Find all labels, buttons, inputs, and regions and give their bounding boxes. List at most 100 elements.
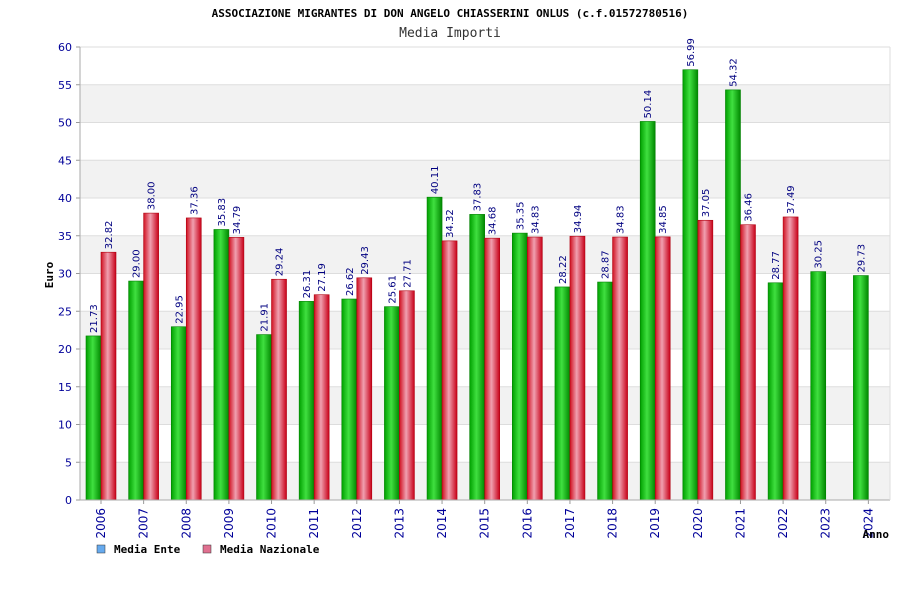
axes bbox=[79, 47, 891, 501]
bar-media-nazionale bbox=[782, 216, 799, 501]
y-tick-label: 45 bbox=[58, 154, 72, 167]
data-label: 37.36 bbox=[189, 186, 200, 215]
bar-media-nazionale bbox=[271, 278, 287, 501]
bar-media-nazionale bbox=[697, 219, 714, 501]
bar-media-nazionale bbox=[313, 294, 330, 501]
data-label: 28.77 bbox=[771, 251, 782, 280]
data-label: 35.35 bbox=[515, 201, 526, 230]
x-tick-label: 2011 bbox=[307, 508, 321, 539]
chart-title: ASSOCIAZIONE MIGRANTES DI DON ANGELO CHI… bbox=[212, 7, 689, 20]
bar-media-nazionale bbox=[569, 235, 586, 501]
y-axis-ticks: 0 5 10 15 20 25 30 35 40 45 50 55 60 bbox=[58, 41, 80, 507]
bar-media-ente bbox=[853, 275, 869, 501]
x-tick-label: 2019 bbox=[648, 508, 662, 539]
data-label: 29.24 bbox=[275, 248, 286, 277]
bar-media-ente bbox=[639, 121, 656, 501]
data-label: 34.68 bbox=[488, 207, 499, 236]
data-label: 35.83 bbox=[217, 198, 228, 227]
x-tick-label: 2021 bbox=[733, 508, 747, 539]
data-label: 21.91 bbox=[260, 303, 271, 332]
bar-media-nazionale bbox=[100, 251, 117, 501]
y-tick-label: 0 bbox=[65, 494, 72, 507]
bar-media-ente bbox=[767, 282, 784, 501]
bar-media-nazionale bbox=[143, 212, 159, 501]
x-tick-label: 2022 bbox=[776, 508, 790, 539]
plot-band bbox=[80, 122, 890, 161]
x-tick-label: 2012 bbox=[350, 508, 364, 539]
data-label: 27.19 bbox=[317, 263, 328, 292]
data-label: 36.46 bbox=[743, 193, 754, 222]
bar-media-ente bbox=[469, 214, 485, 501]
bar-media-nazionale bbox=[441, 240, 458, 501]
data-label: 34.85 bbox=[658, 205, 669, 234]
chart-subtitle: Media Importi bbox=[399, 26, 501, 41]
bar-media-ente bbox=[256, 334, 272, 501]
data-label: 50.14 bbox=[643, 90, 654, 119]
y-tick-label: 20 bbox=[58, 343, 72, 356]
bar-media-nazionale bbox=[612, 236, 628, 501]
bar-media-ente bbox=[170, 326, 187, 501]
data-label: 28.22 bbox=[558, 255, 569, 284]
data-label: 26.62 bbox=[345, 267, 356, 296]
bar-media-ente bbox=[810, 271, 827, 501]
data-label: 34.83 bbox=[530, 205, 541, 234]
legend: Media Ente Media Nazionale bbox=[96, 543, 320, 556]
data-label: 34.79 bbox=[232, 206, 243, 235]
x-tick-label: 2018 bbox=[606, 508, 620, 539]
x-axis-ticks: 2006 2007 2008 2009 2010 2011 2012 2013 2014 2015… bbox=[94, 500, 875, 539]
x-tick-label: 2015 bbox=[478, 508, 492, 539]
bar-media-ente bbox=[85, 335, 102, 501]
y-tick-label: 55 bbox=[58, 79, 72, 92]
value-labels: 21.73 32.82 29.00 38.00 22.95 37.36 35.83 34.79… bbox=[89, 38, 867, 333]
x-axis-label: Anno bbox=[863, 528, 890, 541]
data-label: 34.83 bbox=[616, 205, 627, 234]
bar-media-nazionale bbox=[185, 217, 202, 501]
bar-media-ente bbox=[725, 89, 741, 501]
x-tick-label: 2007 bbox=[137, 508, 151, 539]
y-tick-label: 30 bbox=[58, 268, 72, 281]
data-label: 56.99 bbox=[686, 38, 697, 67]
data-label: 21.73 bbox=[89, 304, 100, 333]
x-tick-label: 2009 bbox=[222, 508, 236, 539]
bar-media-nazionale bbox=[740, 224, 756, 501]
data-label: 37.83 bbox=[473, 183, 484, 212]
bar-media-ente bbox=[426, 196, 443, 501]
y-tick-label: 60 bbox=[58, 41, 72, 54]
data-label: 22.95 bbox=[174, 295, 185, 324]
bar-media-ente bbox=[597, 281, 613, 501]
y-tick-label: 25 bbox=[58, 305, 72, 318]
x-tick-label: 2014 bbox=[435, 508, 449, 539]
data-label: 34.32 bbox=[445, 209, 456, 238]
data-label: 25.61 bbox=[387, 275, 398, 304]
data-label: 37.05 bbox=[701, 189, 712, 218]
data-label: 27.71 bbox=[402, 259, 413, 288]
y-tick-label: 10 bbox=[58, 419, 72, 432]
data-label: 37.49 bbox=[786, 185, 797, 214]
x-tick-label: 2016 bbox=[520, 508, 534, 539]
bar-media-nazionale bbox=[484, 237, 500, 501]
y-tick-label: 5 bbox=[65, 456, 72, 469]
data-label: 32.82 bbox=[104, 221, 115, 250]
legend-swatch-nazionale bbox=[202, 544, 212, 554]
y-tick-label: 35 bbox=[58, 230, 72, 243]
data-label: 54.32 bbox=[728, 58, 739, 87]
y-tick-label: 50 bbox=[58, 117, 72, 130]
bar-media-nazionale bbox=[356, 277, 373, 501]
x-tick-label: 2008 bbox=[179, 508, 193, 539]
x-tick-label: 2013 bbox=[392, 508, 406, 539]
x-tick-label: 2017 bbox=[563, 508, 577, 539]
data-label: 40.11 bbox=[430, 166, 441, 195]
bars-group bbox=[85, 69, 869, 501]
x-tick-label: 2006 bbox=[94, 508, 108, 539]
bar-media-ente bbox=[682, 69, 699, 501]
data-label: 30.25 bbox=[814, 240, 825, 269]
x-tick-label: 2010 bbox=[265, 508, 279, 539]
y-tick-label: 40 bbox=[58, 192, 72, 205]
bar-media-nazionale bbox=[527, 236, 543, 501]
data-label: 29.43 bbox=[360, 246, 371, 275]
data-label: 38.00 bbox=[147, 181, 158, 210]
bar-media-nazionale bbox=[228, 237, 245, 501]
data-label: 28.87 bbox=[601, 250, 612, 279]
